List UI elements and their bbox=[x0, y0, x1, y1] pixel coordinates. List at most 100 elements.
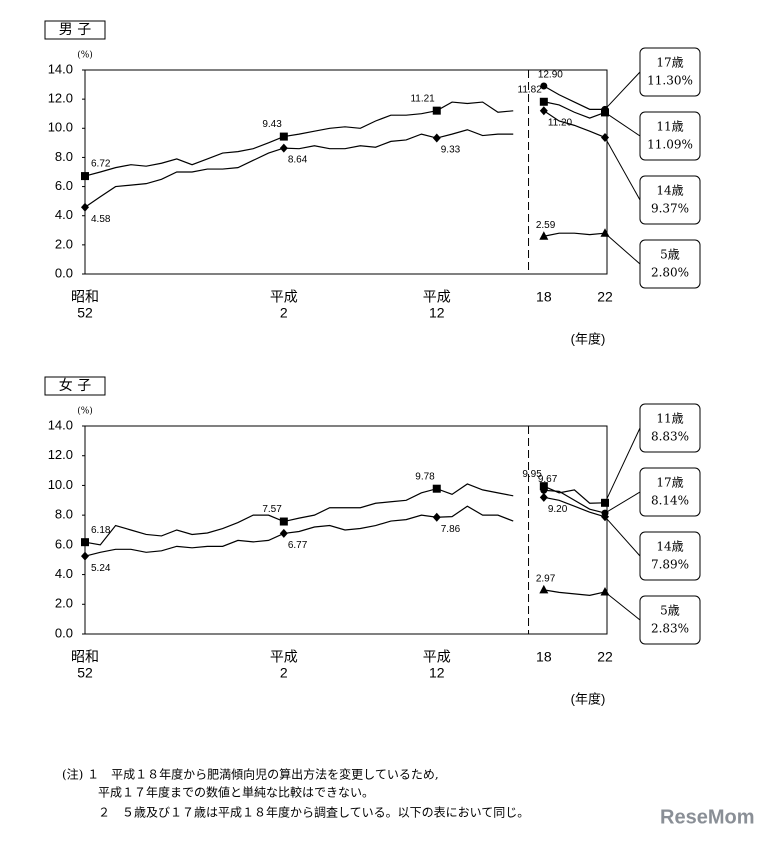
x-tick-label: 52 bbox=[77, 665, 93, 681]
legend-label: 5歳 bbox=[660, 248, 680, 262]
value-label: 6.18 bbox=[91, 525, 111, 536]
y-tick-label: 12.0 bbox=[48, 447, 73, 462]
callout-leader bbox=[604, 71, 641, 110]
y-tick-label: 0.0 bbox=[55, 265, 73, 280]
y-tick-label: 8.0 bbox=[55, 507, 73, 522]
callout-leader bbox=[604, 111, 641, 137]
callout-box bbox=[639, 111, 701, 161]
marker bbox=[432, 106, 441, 115]
marker bbox=[81, 202, 89, 212]
series-line bbox=[84, 496, 606, 557]
value-label: 9.33 bbox=[441, 145, 461, 156]
x-tick-label: 18 bbox=[536, 649, 552, 665]
legend-label: 14歳 bbox=[656, 184, 683, 198]
series-line bbox=[84, 101, 606, 177]
y-tick-label: 4.0 bbox=[55, 207, 73, 222]
x-tick-label: 2 bbox=[280, 665, 288, 681]
marker bbox=[539, 97, 548, 106]
x-tick-label: 22 bbox=[597, 289, 613, 305]
y-tick-label: 10.0 bbox=[48, 120, 73, 135]
value-label: 9.78 bbox=[415, 471, 435, 482]
x-unit: (年度) bbox=[571, 331, 606, 346]
callout-leader bbox=[604, 491, 641, 514]
value-label: 9.67 bbox=[538, 474, 558, 485]
y-unit: (%) bbox=[77, 406, 93, 417]
series-line bbox=[543, 589, 606, 596]
y-tick-label: 10.0 bbox=[48, 477, 73, 492]
x-tick-label: 12 bbox=[429, 305, 445, 321]
value-label: 11.20 bbox=[548, 117, 573, 128]
callout-box bbox=[639, 467, 701, 517]
legend-label: 14歳 bbox=[656, 540, 683, 554]
series-line bbox=[543, 85, 605, 110]
x-unit: (年度) bbox=[571, 691, 606, 706]
callout-value: 2.80% bbox=[651, 266, 689, 280]
series-line bbox=[84, 110, 606, 208]
note: ２ ５歳及び１７歳は平成１８年度から調査している。以下の表において同じ。 bbox=[98, 805, 529, 820]
x-tick-label: 2 bbox=[280, 305, 288, 321]
title-box bbox=[44, 376, 106, 396]
callout-box bbox=[639, 239, 701, 289]
callout-box bbox=[639, 595, 701, 645]
value-label: 2.97 bbox=[536, 574, 556, 585]
note: (注) １ 平成１８年度から肥満傾向児の算出方法を変更しているため, bbox=[62, 767, 439, 782]
marker bbox=[540, 486, 548, 494]
marker bbox=[432, 484, 441, 493]
x-tick-label: 昭和 bbox=[71, 289, 99, 305]
marker bbox=[279, 132, 288, 141]
x-tick-label: 平成 bbox=[270, 289, 298, 305]
marker bbox=[81, 172, 89, 181]
marker bbox=[432, 512, 441, 522]
marker bbox=[539, 492, 548, 502]
marker bbox=[81, 551, 89, 561]
x-tick-label: 昭和 bbox=[71, 649, 99, 665]
callout-leader bbox=[604, 137, 641, 201]
y-tick-label: 0.0 bbox=[55, 625, 73, 640]
value-label: 12.90 bbox=[538, 70, 563, 81]
x-tick-label: 22 bbox=[597, 649, 613, 665]
callout-value: 9.37% bbox=[651, 202, 689, 216]
value-label: 7.57 bbox=[262, 504, 282, 515]
callout-leader bbox=[604, 516, 641, 557]
x-tick-label: 52 bbox=[77, 305, 93, 321]
chart-title: 男 子 bbox=[59, 22, 91, 38]
callout-value: 2.83% bbox=[651, 622, 689, 636]
note: 平成１７年度までの数値と単純な比較はできない。 bbox=[98, 785, 374, 800]
callout-leader bbox=[604, 427, 641, 504]
x-tick-label: 18 bbox=[536, 289, 552, 305]
marker bbox=[81, 538, 89, 547]
callout-leader bbox=[604, 232, 641, 265]
callout-value: 7.89% bbox=[651, 558, 689, 572]
marker bbox=[539, 106, 548, 116]
y-tick-label: 12.0 bbox=[48, 91, 73, 106]
series-line bbox=[543, 232, 606, 237]
y-tick-label: 4.0 bbox=[55, 566, 73, 581]
marker bbox=[432, 133, 441, 143]
legend-label: 17歳 bbox=[656, 56, 683, 70]
value-label: 2.59 bbox=[536, 220, 556, 231]
x-tick-label: 12 bbox=[429, 665, 445, 681]
y-tick-label: 14.0 bbox=[48, 417, 73, 432]
value-label: 9.20 bbox=[548, 504, 568, 515]
y-tick-label: 14.0 bbox=[48, 61, 73, 76]
callout-value: 11.09% bbox=[647, 138, 693, 152]
marker bbox=[540, 82, 548, 90]
value-label: 6.77 bbox=[288, 540, 308, 551]
x-tick-label: 平成 bbox=[270, 649, 298, 665]
series-line bbox=[84, 483, 606, 546]
value-label: 9.95 bbox=[522, 469, 542, 480]
legend-label: 5歳 bbox=[660, 604, 680, 618]
marker bbox=[279, 528, 288, 538]
chart-title: 女 子 bbox=[59, 377, 91, 394]
callout-value: 8.14% bbox=[651, 494, 689, 508]
marker bbox=[279, 143, 288, 153]
series-line bbox=[543, 489, 606, 514]
value-label: 11.82 bbox=[518, 84, 543, 95]
value-label: 11.21 bbox=[410, 93, 435, 104]
x-tick-label: 平成 bbox=[423, 289, 451, 305]
value-label: 9.43 bbox=[262, 119, 282, 130]
title-box bbox=[44, 20, 106, 40]
callout-box bbox=[639, 175, 701, 225]
